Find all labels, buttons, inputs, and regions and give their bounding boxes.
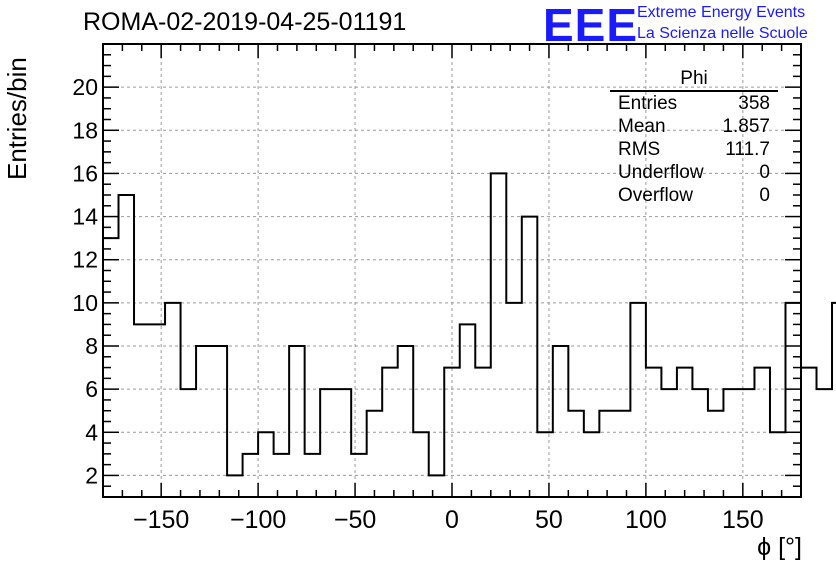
histogram-bin — [367, 411, 383, 497]
histogram-bin — [646, 368, 662, 497]
stats-label: RMS — [618, 139, 661, 160]
histogram-bin — [196, 346, 212, 497]
histogram-bin — [429, 475, 445, 497]
y-tick-label: 20 — [72, 74, 98, 100]
x-tick-label: 100 — [625, 506, 667, 534]
histogram-bin — [320, 389, 336, 497]
histogram-bin — [119, 195, 135, 497]
stats-row-mean: Mean 1.857 — [610, 115, 778, 138]
stats-value: 111.7 — [725, 139, 770, 160]
histogram-bin — [754, 368, 770, 497]
y-tick-label: 16 — [72, 160, 98, 186]
histogram-bin — [770, 432, 786, 497]
stats-box: Phi Entries 358 Mean 1.857 RMS 111.7 Und… — [610, 68, 778, 207]
x-axis-label: ϕ [°] — [757, 533, 802, 561]
x-tick-label: 0 — [445, 506, 459, 534]
histogram-bin — [615, 411, 631, 497]
histogram-bin — [692, 389, 708, 497]
histogram-bin — [708, 411, 724, 497]
histogram-bin — [506, 303, 522, 497]
stats-row-underflow: Underflow 0 — [610, 161, 778, 184]
stats-title: Phi — [610, 68, 778, 92]
y-tick-label: 8 — [85, 333, 98, 359]
x-tick-label: −50 — [334, 506, 376, 534]
histogram-bin — [227, 475, 243, 497]
y-axis-label: Entries/bin — [2, 57, 32, 180]
histogram-bin — [382, 368, 398, 497]
histogram-series-line — [103, 172, 836, 477]
histogram-bin — [212, 346, 228, 497]
histogram-bin — [817, 389, 833, 497]
histogram-bin — [537, 432, 553, 497]
histogram-bin — [181, 389, 197, 497]
histogram-bin — [336, 389, 352, 497]
x-tick-label: 50 — [535, 506, 563, 534]
stats-value: 0 — [759, 185, 770, 206]
histogram-bin — [289, 346, 305, 497]
brand-line-2: La Scienza nelle Scuole — [637, 25, 808, 42]
stats-label: Underflow — [618, 162, 704, 183]
y-tick-label: 14 — [72, 204, 98, 230]
chart-title: ROMA-02-2019-04-25-01191 — [83, 8, 407, 36]
histogram-bin — [584, 432, 600, 497]
x-tick-label: 150 — [722, 506, 764, 534]
histogram-bin — [568, 411, 584, 497]
x-tick-label: −150 — [133, 506, 189, 534]
histogram-bin — [305, 454, 321, 497]
histogram-bin — [413, 432, 429, 497]
histogram-marks — [103, 172, 836, 497]
histogram-bin — [801, 368, 817, 497]
eee-logo: EEE — [543, 0, 639, 51]
histogram-bin — [661, 389, 677, 497]
histogram-bin — [460, 324, 476, 497]
histogram-bin — [274, 454, 290, 497]
histogram-bin — [522, 217, 538, 497]
y-tick-label: 4 — [85, 419, 98, 445]
stats-value: 358 — [738, 93, 770, 114]
histogram-bin — [134, 324, 150, 497]
histogram-bin — [739, 389, 755, 497]
histogram-bin — [723, 389, 739, 497]
axes: −150 −100 −50 0 50 100 150 2 4 6 8 10 12 14 16 18 20 — [72, 43, 802, 534]
histogram-bin — [398, 346, 414, 497]
stats-label: Overflow — [618, 185, 693, 206]
brand-line-1: Extreme Energy Events — [637, 4, 806, 21]
y-tick-label: 18 — [72, 117, 98, 143]
y-tick-label: 2 — [85, 462, 98, 488]
stats-value: 1.857 — [722, 116, 770, 137]
histogram-bin — [491, 173, 507, 497]
histogram-bin — [258, 432, 274, 497]
stats-row-entries: Entries 358 — [610, 92, 778, 115]
histogram-bin — [150, 324, 166, 497]
histogram-bin — [351, 454, 367, 497]
stats-label: Mean — [618, 116, 666, 137]
histogram-bin — [630, 303, 646, 497]
x-tick-label: −100 — [230, 506, 286, 534]
y-tick-label: 6 — [85, 376, 98, 402]
stats-label: Entries — [618, 93, 678, 114]
stats-row-overflow: Overflow 0 — [610, 184, 778, 207]
stats-row-rms: RMS 111.7 — [610, 138, 778, 161]
y-tick-label: 10 — [72, 290, 98, 316]
stats-value: 0 — [759, 162, 770, 183]
histogram-bin — [553, 346, 569, 497]
y-tick-label: 12 — [72, 247, 98, 273]
histogram-bin — [599, 411, 615, 497]
histogram-bin — [165, 303, 181, 497]
